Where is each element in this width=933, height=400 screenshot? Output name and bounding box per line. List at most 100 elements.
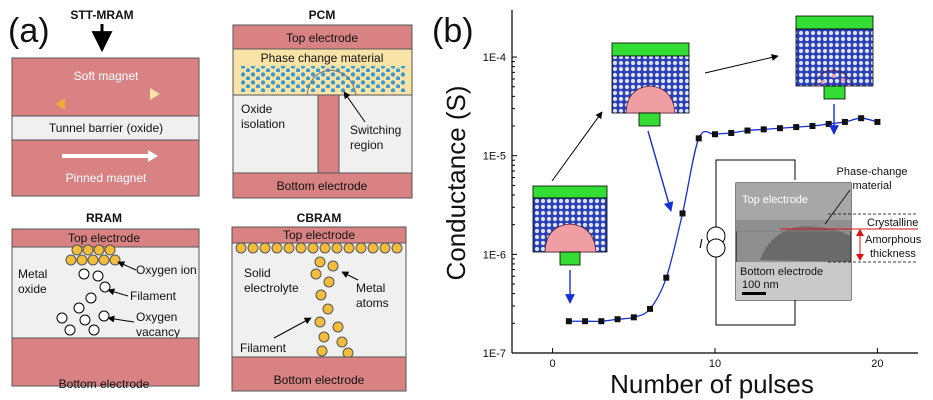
cbram-top-electrode — [231, 226, 407, 244]
pcm-oxide-label-1: Oxide — [241, 102, 273, 116]
current-symbol: I — [699, 236, 703, 251]
chart-x-axis-label: Number of pulses — [610, 369, 814, 399]
cbram-electrolyte-label: electrolyte — [244, 281, 299, 295]
pcm-switching-label-2: region — [350, 138, 383, 152]
tem-scale-bar — [742, 292, 766, 295]
pcm-cell-amorphous-large — [532, 185, 608, 266]
data-point — [744, 127, 751, 134]
tunnel-barrier-label: Tunnel barrier (oxide) — [49, 121, 163, 135]
cbram-diagram: CBRAM Top electrode — [231, 211, 407, 392]
rram-bottom-label: Bottom electrode — [59, 377, 150, 391]
amorphous-label: Amorphous — [865, 234, 922, 246]
rram-oxide-label: oxide — [18, 282, 47, 296]
rram-vacancy-pointer — [107, 315, 135, 323]
x-tick-label: 20 — [871, 358, 883, 370]
cbram-filament-pointer — [273, 317, 312, 339]
cbram-title: CBRAM — [297, 211, 342, 225]
rram-top-label: Top electrode — [68, 231, 140, 245]
y-tick-label: 1E-4 — [483, 52, 506, 64]
y-tick-label: 1E-7 — [483, 348, 506, 360]
data-point — [825, 120, 832, 127]
data-point — [858, 115, 865, 122]
data-point — [809, 123, 816, 130]
cbram-top-label: Top electrode — [283, 228, 355, 242]
pcm-switching-dome — [306, 69, 357, 96]
pcm-bottom-label: Bottom electrode — [277, 179, 368, 193]
stt-title: STT-MRAM — [70, 8, 133, 22]
data-point — [630, 314, 637, 321]
data-point — [874, 118, 881, 125]
rram-filament-pointer — [107, 288, 129, 297]
crystalline-label: Crystalline — [867, 217, 918, 229]
arrow-cell1-to-cell2 — [551, 111, 603, 182]
arrow-cell2-to-cell3 — [704, 54, 779, 74]
pcm-material-label-2: material — [852, 180, 891, 192]
data-point — [712, 131, 718, 138]
rram-vacancy-label-1: Oxygen — [136, 310, 177, 324]
pcm-material-pointer — [824, 189, 851, 225]
chart-ticks: 0 10 20 1E-7 1E-6 1E-5 1E-4 — [483, 52, 884, 370]
x-tick-label: 10 — [709, 358, 721, 370]
cbram-metal-label: Metal — [356, 281, 385, 295]
pcm-top-electrode — [232, 24, 413, 50]
rram-oxygen-vacancies — [56, 268, 111, 336]
circuit-wire-top — [715, 159, 796, 206]
pinned-arrow-head — [148, 150, 158, 162]
rram-metal-label: Metal — [18, 267, 47, 281]
data-point — [728, 129, 735, 136]
data-point — [679, 210, 686, 217]
cbram-solid-label: Solid — [244, 266, 271, 280]
pcm-diagram: PCM Top electrode Phase change material … — [232, 8, 413, 199]
measurement-circuit: I — [699, 159, 796, 326]
pcm-switching-label-1: Switching — [350, 123, 401, 137]
y-tick-label: 1E-6 — [483, 249, 506, 261]
thickness-label: thickness — [870, 248, 916, 260]
cbram-bottom-label: Bottom electrode — [274, 373, 365, 387]
data-point — [776, 125, 783, 132]
chart-data-points — [565, 115, 881, 325]
cbram-filament-atoms — [310, 256, 354, 359]
rram-filament-label: Filament — [130, 289, 177, 303]
current-source-bottom-circle — [706, 238, 726, 258]
data-point — [760, 126, 767, 133]
stt-mram-diagram: STT-MRAM Soft magnet Tunnel barrier (oxi… — [11, 8, 200, 197]
rram-oxygen-ions — [65, 244, 121, 266]
tem-bottom-electrode-label: Bottom electrode — [740, 266, 823, 278]
pcm-heater-pillar — [317, 94, 340, 174]
soft-magnet-label: Soft magnet — [74, 69, 139, 83]
tem-amorphous-region — [760, 226, 850, 262]
pcm-material-label-1: Phase-change — [837, 166, 908, 178]
cbram-metal-pointer — [341, 271, 359, 281]
data-point — [841, 118, 848, 125]
data-point — [598, 318, 605, 325]
tem-top-electrode-label: Top electrode — [742, 194, 808, 206]
blue-arrow-cell2 — [647, 130, 674, 212]
data-point — [695, 135, 702, 142]
rram-bottom-electrode — [11, 337, 200, 387]
data-point — [793, 124, 800, 131]
cbram-atoms-label: atoms — [356, 296, 389, 310]
soft-arrow-left-head — [55, 98, 65, 110]
panel-b-letter: (b) — [432, 12, 474, 50]
data-point — [647, 305, 654, 312]
soft-magnet-layer — [11, 57, 200, 117]
panel-a-letter: (a) — [8, 12, 50, 50]
pcm-material-label: Phase change material — [261, 51, 384, 65]
pcm-cell-amorphous-small — [795, 15, 874, 100]
data-point — [614, 316, 621, 323]
soft-arrow-right-head — [150, 88, 160, 100]
data-point — [565, 318, 572, 325]
tem-image-inset: Top electrode Bottom electrode 100 nm Ph… — [735, 166, 922, 301]
cbram-metal-row — [235, 242, 403, 254]
data-point — [582, 318, 589, 325]
rram-diagram: RRAM Top electrode Metal — [11, 211, 200, 391]
pcm-cell-amorphous-medium — [611, 42, 690, 127]
rram-title: RRAM — [86, 211, 122, 225]
pcm-bottom-electrode — [232, 172, 413, 199]
y-tick-label: 1E-5 — [483, 151, 506, 163]
rram-ion-pointer — [117, 261, 137, 271]
chart-y-axis-label: Conductance (S) — [441, 85, 471, 280]
pcm-title: PCM — [309, 8, 336, 22]
cbram-bottom-electrode — [231, 356, 407, 392]
